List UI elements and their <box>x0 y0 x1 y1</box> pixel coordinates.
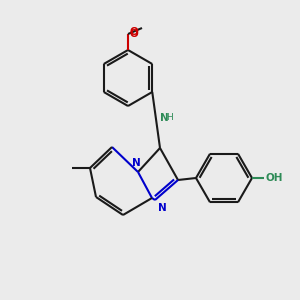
Text: N: N <box>132 158 140 168</box>
Text: H: H <box>166 113 173 122</box>
Text: N: N <box>160 113 169 123</box>
Text: O: O <box>129 29 138 39</box>
Text: O: O <box>130 27 139 37</box>
Text: OH: OH <box>266 173 284 183</box>
Text: N: N <box>158 203 167 213</box>
